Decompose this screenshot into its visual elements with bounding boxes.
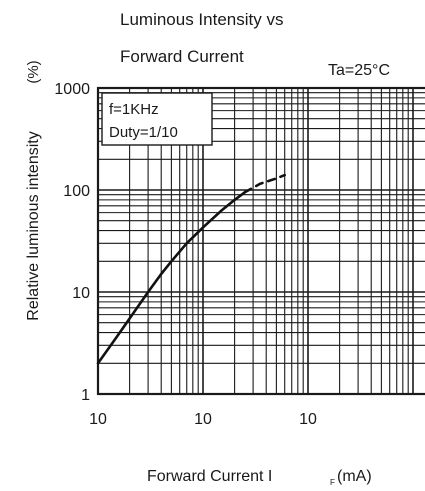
- y-tick-label: 1000: [54, 81, 90, 98]
- series-line-1: [96, 191, 247, 365]
- x-axis-unit: (mA): [337, 468, 372, 485]
- series-line-2: [243, 173, 287, 194]
- x-axis-label-subscript: F: [330, 478, 335, 487]
- x-tick-label: 10: [194, 411, 212, 428]
- annotation-line-1: f=1KHz: [109, 101, 159, 118]
- y-axis-unit: (%): [25, 60, 42, 83]
- x-axis-label-text: Forward Current I: [147, 468, 272, 485]
- y-tick-label: 10: [72, 285, 90, 302]
- x-tick-label: 10: [299, 411, 317, 428]
- annotation-line-2: Duty=1/10: [109, 124, 178, 141]
- test-conditions-box: f=1KHz Duty=1/10: [101, 92, 213, 146]
- condition-label: Ta=25°C: [328, 62, 390, 79]
- y-tick-label: 100: [63, 183, 90, 200]
- chart-title-line2: Forward Current: [120, 47, 244, 66]
- y-tick-labels: 1 10 100 1000: [54, 81, 90, 404]
- x-tick-labels: 10 10 10: [89, 411, 317, 428]
- series-curves: [96, 173, 287, 365]
- plot-frame: [96, 86, 425, 396]
- annotation-box: [101, 92, 213, 146]
- x-tick-label: 10: [89, 411, 107, 428]
- chart-title-line1: Luminous Intensity vs: [120, 10, 283, 29]
- y-axis-label: Relative luminous intensity: [25, 131, 42, 320]
- y-tick-label: 1: [81, 387, 90, 404]
- x-axis-label: Forward Current I F (mA): [147, 468, 372, 487]
